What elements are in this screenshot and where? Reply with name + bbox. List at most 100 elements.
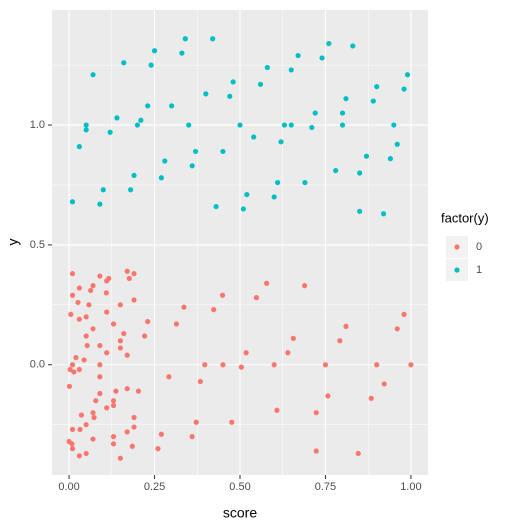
- point: [271, 362, 277, 368]
- point: [131, 424, 137, 430]
- point: [83, 122, 89, 128]
- point: [155, 446, 161, 452]
- point: [192, 148, 199, 155]
- point: [67, 366, 73, 373]
- point: [97, 390, 103, 397]
- point: [374, 362, 380, 368]
- point: [76, 316, 82, 322]
- point: [128, 187, 134, 193]
- point: [124, 429, 130, 435]
- grid: [52, 10, 428, 475]
- point: [238, 364, 244, 370]
- point: [86, 302, 92, 308]
- point: [69, 271, 76, 277]
- point: [220, 362, 226, 368]
- point: [381, 381, 387, 387]
- point: [339, 110, 346, 116]
- point: [91, 414, 97, 421]
- point: [219, 292, 226, 298]
- point: [274, 407, 280, 413]
- point: [288, 67, 294, 73]
- point: [69, 446, 76, 452]
- point: [69, 362, 76, 368]
- point: [189, 163, 195, 169]
- point: [76, 144, 82, 150]
- axes: 0.00 0.25 0.50 0.75 1.00 0.0 0.5 1.0: [30, 119, 422, 493]
- point: [83, 450, 89, 457]
- point: [202, 362, 208, 368]
- point: [69, 199, 76, 205]
- point: [110, 402, 117, 409]
- point: [227, 93, 233, 99]
- point: [131, 172, 137, 178]
- point: [104, 405, 110, 411]
- point: [148, 62, 154, 68]
- point: [77, 426, 83, 433]
- point: [81, 357, 87, 363]
- point: [387, 156, 393, 162]
- point: [83, 333, 89, 339]
- point: [121, 330, 127, 337]
- point: [135, 388, 142, 394]
- point: [110, 398, 117, 404]
- point: [253, 295, 260, 301]
- point: [90, 410, 96, 416]
- point: [285, 350, 291, 356]
- point: [145, 318, 151, 325]
- point: [229, 419, 235, 425]
- x-tick-label: 0.75: [315, 481, 336, 493]
- point: [343, 323, 349, 329]
- legend-marker: [454, 244, 460, 250]
- x-tick-label: 0.00: [58, 481, 79, 493]
- legend-label: 0: [476, 241, 482, 253]
- y-tick-label: 0.5: [30, 239, 45, 251]
- point: [243, 350, 249, 356]
- point: [100, 187, 106, 193]
- point: [211, 307, 217, 313]
- point: [76, 285, 82, 291]
- point: [97, 362, 103, 368]
- point: [237, 122, 243, 128]
- point: [337, 338, 343, 344]
- point: [220, 148, 226, 155]
- point: [370, 98, 376, 104]
- point: [151, 48, 158, 54]
- point: [104, 350, 110, 356]
- point: [83, 422, 89, 428]
- point: [129, 443, 135, 449]
- point: [97, 201, 103, 207]
- point: [97, 374, 103, 380]
- point: [76, 366, 82, 373]
- point: [162, 158, 168, 164]
- point: [182, 36, 188, 42]
- point: [275, 179, 281, 186]
- legend: factor(y) 0 1: [441, 210, 489, 281]
- point: [181, 304, 187, 310]
- point: [343, 96, 349, 102]
- point: [121, 60, 127, 66]
- point: [103, 290, 109, 296]
- point: [355, 450, 361, 457]
- point: [210, 36, 216, 42]
- point: [244, 191, 250, 198]
- point: [84, 342, 90, 349]
- y-tick-label: 1.0: [30, 119, 45, 131]
- point: [71, 369, 77, 375]
- point: [302, 283, 308, 289]
- point: [110, 434, 117, 440]
- point: [169, 103, 175, 109]
- x-tick-label: 1.00: [400, 481, 421, 493]
- point: [83, 314, 89, 320]
- x-axis-title: score: [223, 505, 257, 521]
- point: [131, 271, 137, 277]
- point: [88, 287, 94, 294]
- point: [124, 268, 130, 274]
- point: [69, 292, 76, 298]
- x-tick-label: 0.25: [144, 481, 165, 493]
- point: [312, 110, 318, 116]
- point: [90, 436, 96, 442]
- point: [264, 280, 270, 286]
- point: [380, 211, 387, 217]
- point: [186, 122, 192, 128]
